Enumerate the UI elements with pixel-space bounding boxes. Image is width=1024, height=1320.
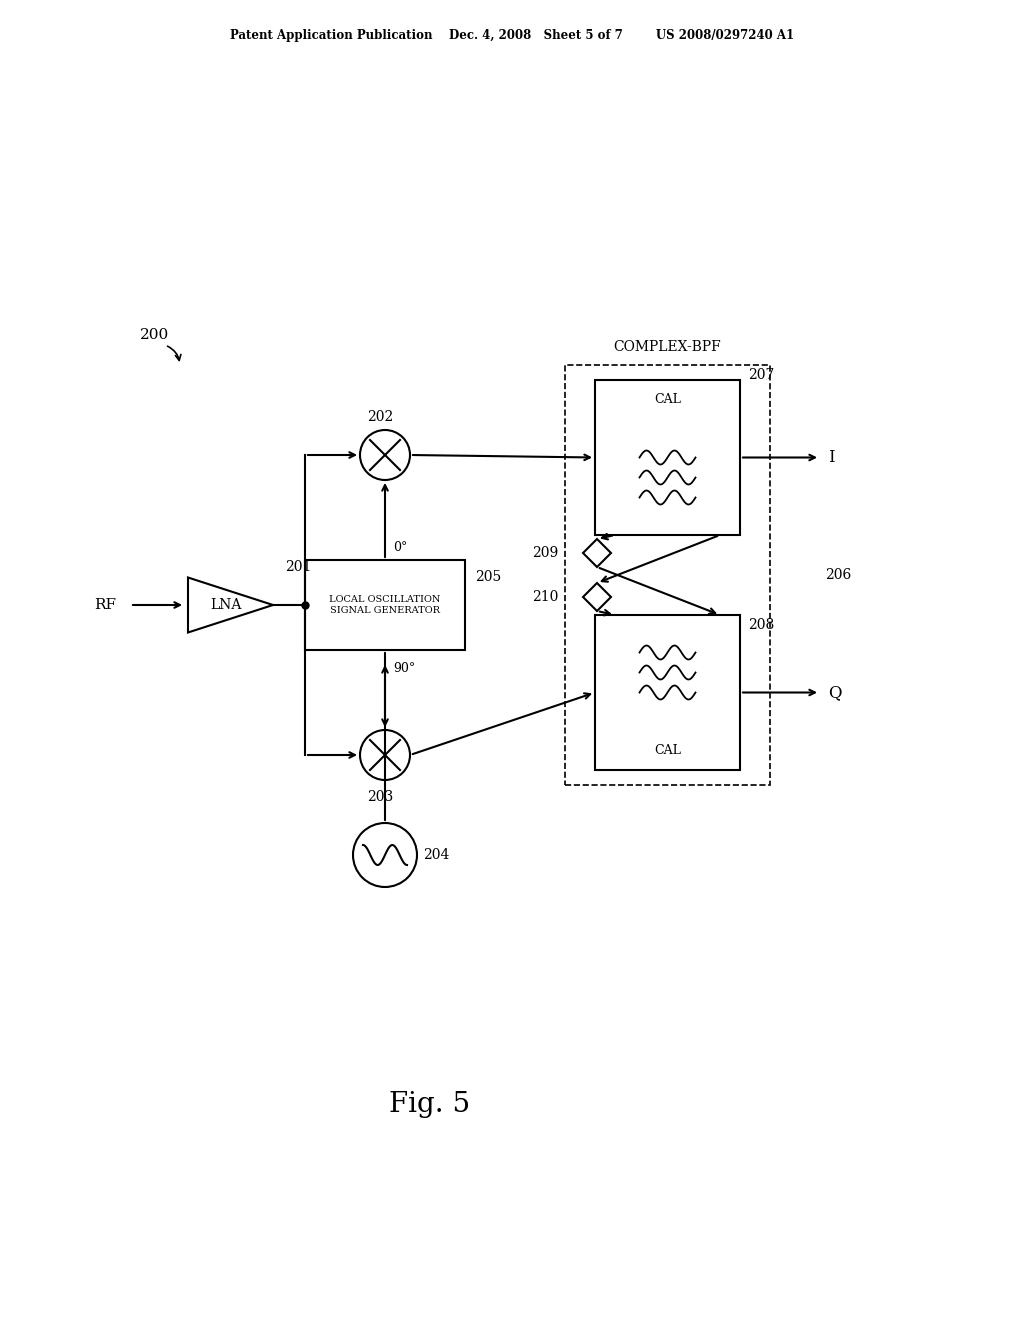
Text: Fig. 5: Fig. 5 xyxy=(389,1092,471,1118)
Text: 0°: 0° xyxy=(393,541,408,554)
Text: COMPLEX-BPF: COMPLEX-BPF xyxy=(613,341,721,354)
Text: 204: 204 xyxy=(423,847,450,862)
Text: 206: 206 xyxy=(825,568,851,582)
Bar xyxy=(305,560,465,649)
Text: 201: 201 xyxy=(285,560,311,574)
Text: I: I xyxy=(828,449,835,466)
Text: 202: 202 xyxy=(367,411,393,424)
Text: 208: 208 xyxy=(748,618,774,632)
Bar xyxy=(595,615,740,770)
Text: RF: RF xyxy=(94,598,116,612)
Bar xyxy=(565,366,770,785)
Bar xyxy=(595,380,740,535)
Text: Patent Application Publication    Dec. 4, 2008   Sheet 5 of 7        US 2008/029: Patent Application Publication Dec. 4, 2… xyxy=(230,29,794,41)
Text: LOCAL OSCILLATION
SIGNAL GENERATOR: LOCAL OSCILLATION SIGNAL GENERATOR xyxy=(330,595,440,615)
Text: 200: 200 xyxy=(140,327,170,342)
Text: 207: 207 xyxy=(748,368,774,381)
Text: 205: 205 xyxy=(475,570,502,583)
Text: 203: 203 xyxy=(367,789,393,804)
Text: Q: Q xyxy=(828,684,842,701)
Text: CAL: CAL xyxy=(654,743,681,756)
Text: CAL: CAL xyxy=(654,393,681,407)
Text: 209: 209 xyxy=(531,546,558,560)
Text: 210: 210 xyxy=(531,590,558,605)
Text: 90°: 90° xyxy=(393,661,416,675)
Text: LNA: LNA xyxy=(210,598,242,612)
